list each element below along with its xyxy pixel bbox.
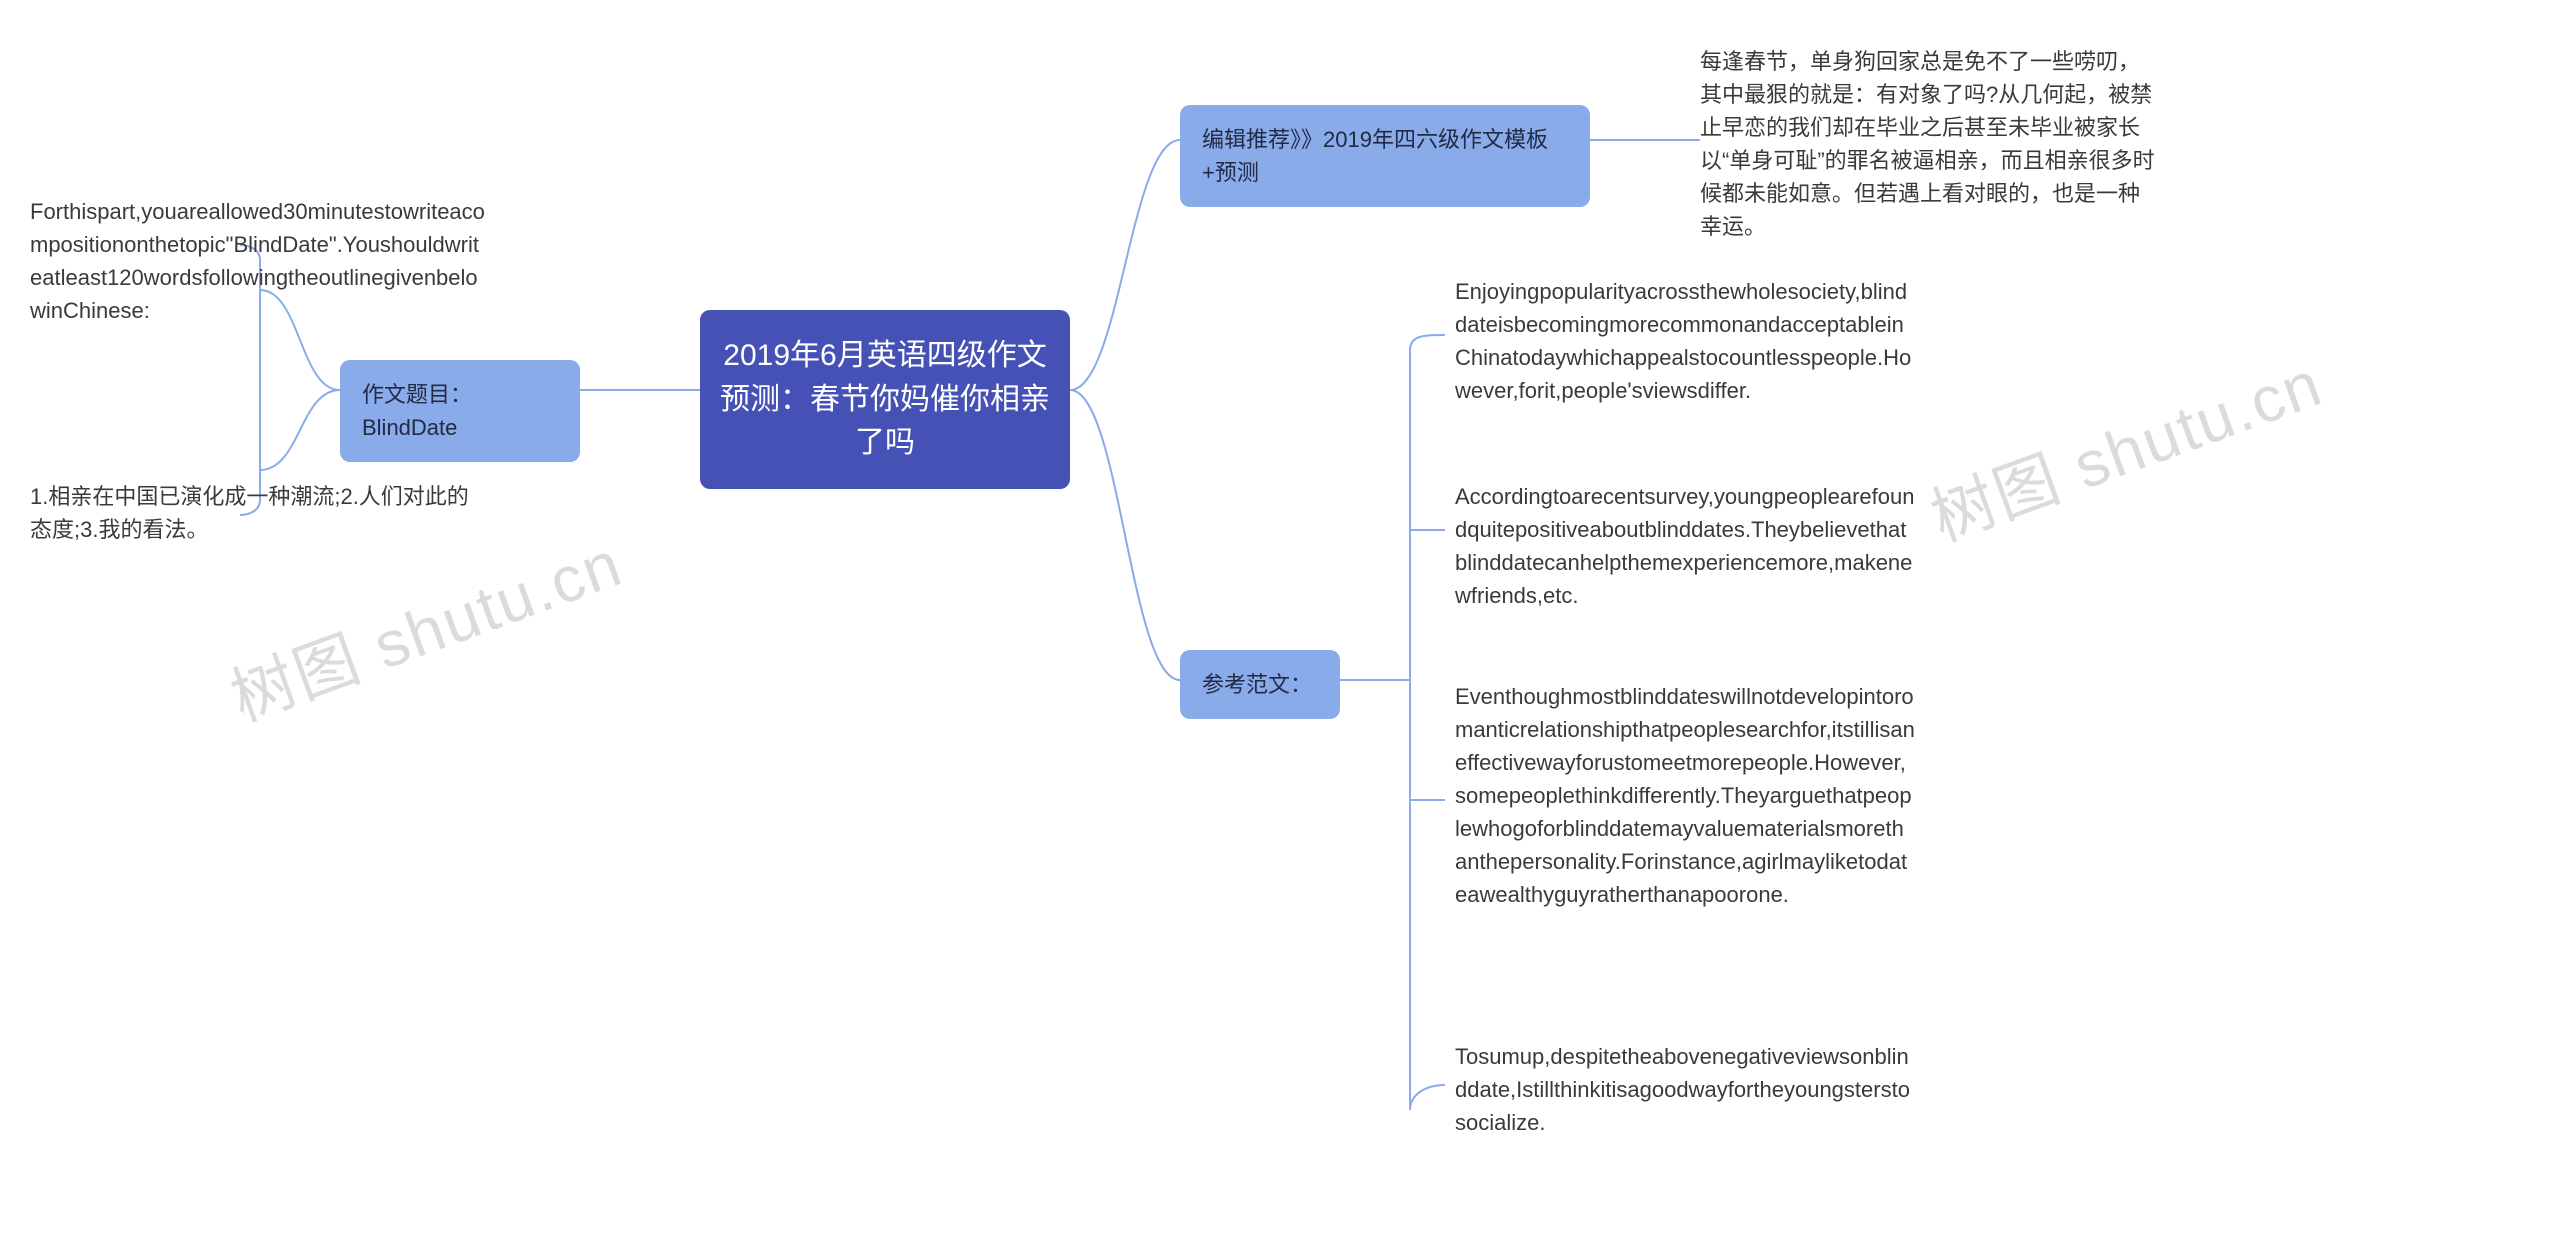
right-branch-1-leaf-1: Accordingtoarecentsurvey,youngpeoplearef… (1455, 480, 1915, 612)
right-branch-0-leaf-0: 每逢春节，单身狗回家总是免不了一些唠叨，其中最狠的就是：有对象了吗?从几何起，被… (1700, 45, 2160, 243)
left-branch[interactable]: 作文题目：BlindDate (340, 360, 580, 462)
left-leaf-0: Forthispart,youareallowed30minutestowrit… (30, 195, 485, 327)
right-branch-1-leaf-3: Tosumup,despitetheabovenegativeviewsonbl… (1455, 1040, 1915, 1139)
right-branch-0[interactable]: 编辑推荐》》2019年四六级作文模板+预测 (1180, 105, 1590, 207)
root-node[interactable]: 2019年6月英语四级作文预测：春节你妈催你相亲了吗 (700, 310, 1070, 489)
right-branch-1[interactable]: 参考范文： (1180, 650, 1340, 719)
watermark-right: 树图 shutu.cn (1917, 333, 2333, 560)
right-branch-0-label: 编辑推荐》》2019年四六级作文模板+预测 (1202, 127, 1548, 185)
root-label: 2019年6月英语四级作文预测：春节你妈催你相亲了吗 (720, 339, 1050, 459)
left-leaf-1: 1.相亲在中国已演化成一种潮流;2.人们对此的态度;3.我的看法。 (30, 480, 485, 546)
right-branch-1-leaf-2: Eventhoughmostblinddateswillnotdevelopin… (1455, 680, 1915, 911)
left-branch-label: 作文题目：BlindDate (362, 382, 472, 440)
right-branch-1-label: 参考范文： (1202, 672, 1312, 697)
right-branch-1-leaf-0: Enjoyingpopularityacrossthewholesociety,… (1455, 275, 1915, 407)
watermark-left: 树图 shutu.cn (217, 513, 633, 740)
